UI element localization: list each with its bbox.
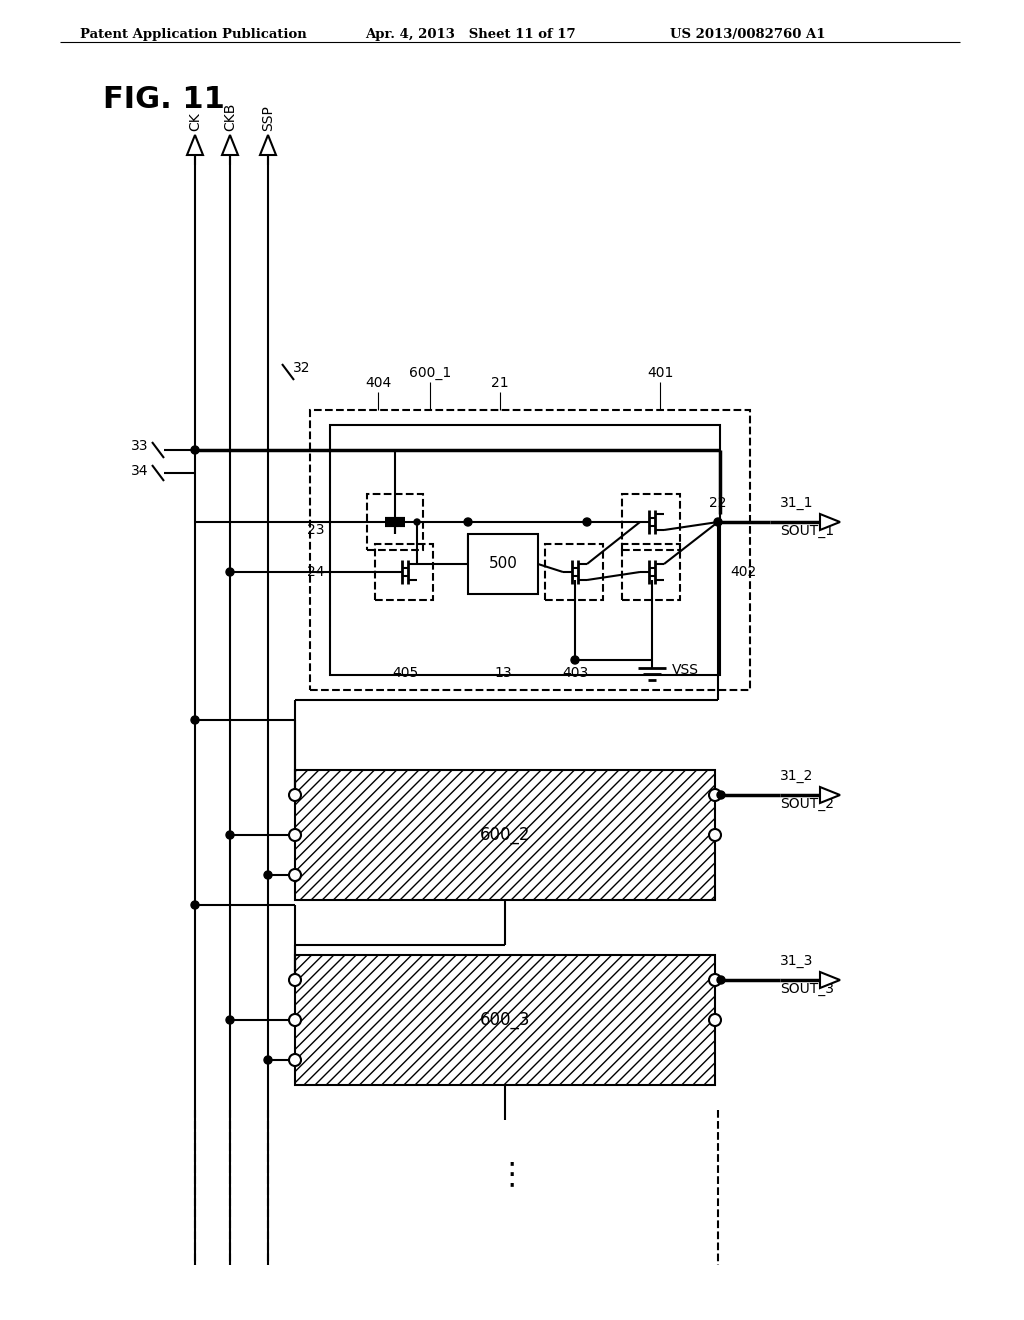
Circle shape	[289, 1014, 301, 1026]
Text: 31_1: 31_1	[780, 496, 813, 510]
Text: 403: 403	[562, 667, 588, 680]
Text: 34: 34	[130, 465, 148, 478]
Circle shape	[709, 789, 721, 801]
Text: 405: 405	[392, 667, 418, 680]
Text: 600_1: 600_1	[409, 366, 452, 380]
Polygon shape	[260, 135, 276, 154]
Text: 402: 402	[730, 565, 757, 579]
Bar	[310, 411, 750, 690]
Circle shape	[264, 871, 272, 879]
Bar	[468, 535, 538, 594]
Circle shape	[191, 446, 199, 454]
Text: SOUT_3: SOUT_3	[780, 982, 834, 997]
Circle shape	[717, 975, 725, 983]
Circle shape	[583, 517, 591, 525]
Text: 31_3: 31_3	[780, 954, 813, 968]
Circle shape	[289, 1053, 301, 1067]
Text: 21: 21	[492, 376, 509, 389]
Text: 23: 23	[307, 523, 325, 537]
Text: SOUT_1: SOUT_1	[780, 524, 835, 539]
Circle shape	[714, 517, 722, 525]
Text: 600_2: 600_2	[480, 826, 530, 843]
Text: 33: 33	[130, 440, 148, 453]
Text: 32: 32	[293, 360, 310, 375]
Bar	[375, 544, 433, 601]
Bar	[367, 494, 423, 550]
Bar	[330, 425, 720, 675]
Circle shape	[226, 1016, 234, 1024]
Text: Apr. 4, 2013   Sheet 11 of 17: Apr. 4, 2013 Sheet 11 of 17	[365, 28, 575, 41]
Circle shape	[289, 974, 301, 986]
Circle shape	[264, 1056, 272, 1064]
Text: 500: 500	[488, 557, 517, 572]
Text: FIG. 11: FIG. 11	[103, 84, 225, 114]
Polygon shape	[820, 787, 840, 803]
Circle shape	[709, 974, 721, 986]
Bar	[545, 544, 603, 601]
Circle shape	[571, 656, 579, 664]
Circle shape	[709, 829, 721, 841]
Text: 13: 13	[495, 667, 512, 680]
Text: 22: 22	[710, 496, 727, 510]
Text: 31_2: 31_2	[780, 770, 813, 783]
Circle shape	[289, 789, 301, 801]
Polygon shape	[820, 972, 840, 987]
Bar	[622, 494, 680, 550]
Text: CKB: CKB	[223, 103, 237, 131]
Polygon shape	[820, 513, 840, 531]
Text: 24: 24	[307, 565, 325, 579]
Text: 404: 404	[365, 376, 391, 389]
Bar	[295, 954, 715, 1085]
Circle shape	[191, 902, 199, 909]
Circle shape	[464, 517, 472, 525]
Circle shape	[289, 829, 301, 841]
Circle shape	[191, 715, 199, 723]
Text: ⋮: ⋮	[497, 1160, 527, 1189]
Text: VSS: VSS	[672, 663, 699, 677]
Polygon shape	[187, 135, 203, 154]
Circle shape	[226, 832, 234, 840]
Circle shape	[289, 869, 301, 880]
Bar	[622, 544, 680, 601]
Circle shape	[709, 1014, 721, 1026]
Text: CK: CK	[188, 112, 202, 131]
Text: US 2013/0082760 A1: US 2013/0082760 A1	[670, 28, 825, 41]
Polygon shape	[222, 135, 238, 154]
Text: 401: 401	[647, 366, 673, 380]
Text: Patent Application Publication: Patent Application Publication	[80, 28, 307, 41]
Text: SSP: SSP	[261, 106, 275, 131]
Circle shape	[226, 568, 234, 576]
Text: 600_3: 600_3	[480, 1011, 530, 1030]
Text: SOUT_2: SOUT_2	[780, 797, 834, 810]
Bar	[295, 770, 715, 900]
Circle shape	[391, 517, 399, 525]
Circle shape	[717, 791, 725, 799]
Circle shape	[414, 519, 420, 525]
